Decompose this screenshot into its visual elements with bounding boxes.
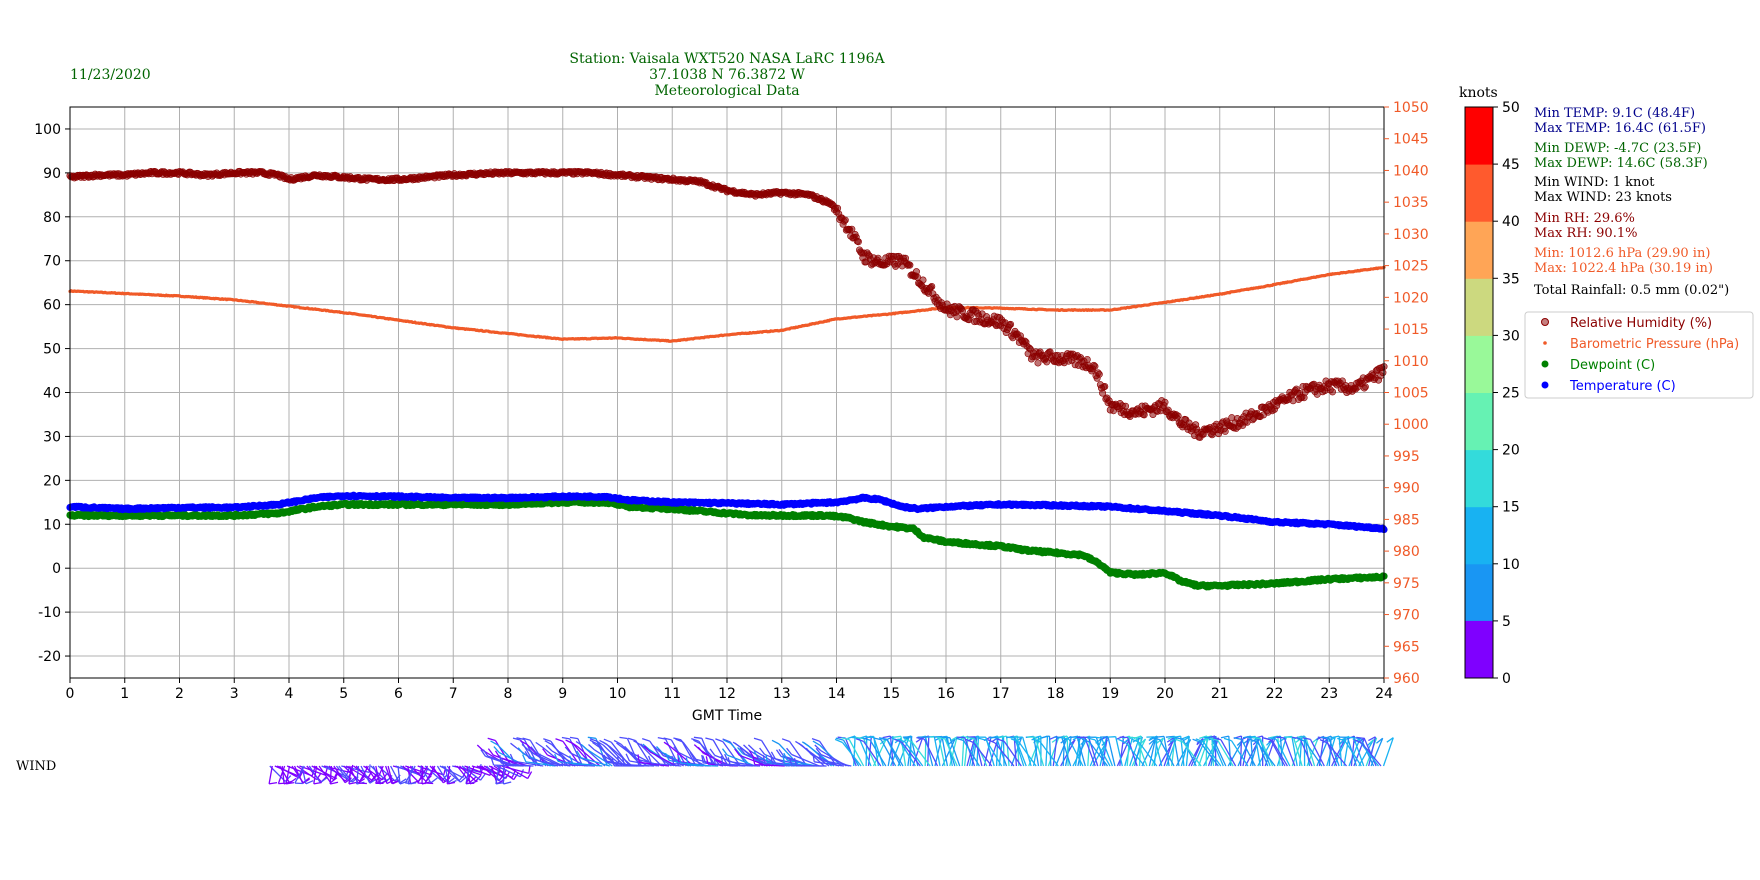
right-tick-label: 965 xyxy=(1393,639,1420,655)
right-tick-label: 960 xyxy=(1393,671,1420,687)
rh-point xyxy=(919,276,927,284)
rh-point xyxy=(1140,411,1148,419)
wind-label: WIND xyxy=(16,759,56,774)
rh-point xyxy=(1101,383,1109,391)
x-axis-label: GMT Time xyxy=(692,708,762,724)
rh-point xyxy=(1161,398,1169,406)
station-title: Station: Vaisala WXT520 NASA LaRC 1196A xyxy=(569,51,885,67)
right-tick-label: 1045 xyxy=(1393,132,1429,148)
rh-point xyxy=(1095,370,1103,378)
rh-point xyxy=(1221,427,1229,435)
right-tick-label: 1040 xyxy=(1393,163,1429,179)
x-tick-label: 4 xyxy=(285,686,294,702)
left-tick-label: 40 xyxy=(43,386,61,402)
rh-point xyxy=(1174,412,1182,420)
x-tick-label: 3 xyxy=(230,686,239,702)
x-tick-label: 24 xyxy=(1375,686,1393,702)
right-tick-label: 980 xyxy=(1393,544,1420,560)
rh-point xyxy=(1329,388,1337,396)
x-tick-label: 22 xyxy=(1266,686,1284,702)
x-tick-label: 11 xyxy=(663,686,681,702)
x-tick-label: 7 xyxy=(449,686,458,702)
pressure-series xyxy=(68,265,1386,343)
x-tick-label: 0 xyxy=(66,686,75,702)
right-tick-label: 995 xyxy=(1393,449,1420,465)
rh-point xyxy=(1379,369,1387,377)
wind-barb-flag xyxy=(268,781,278,785)
left-tick-label: 80 xyxy=(43,210,61,226)
left-tick-label: 70 xyxy=(43,254,61,270)
x-tick-label: 2 xyxy=(175,686,184,702)
wind-barb-flag xyxy=(278,782,287,785)
left-tick-label: 50 xyxy=(43,342,61,358)
x-tick-label: 19 xyxy=(1101,686,1119,702)
x-tick-label: 8 xyxy=(504,686,513,702)
right-tick-label: 1020 xyxy=(1393,290,1429,306)
left-tick-label: 100 xyxy=(34,122,61,138)
right-tick-label: 1000 xyxy=(1393,417,1429,433)
rh-point xyxy=(906,261,914,269)
x-tick-label: 14 xyxy=(828,686,846,702)
station-subtitle: Meteorological Data xyxy=(654,83,799,99)
x-tick-label: 21 xyxy=(1211,686,1229,702)
rh-point xyxy=(854,238,862,246)
left-tick-label: 90 xyxy=(43,166,61,182)
wind-barbs xyxy=(268,735,1394,785)
x-tick-label: 5 xyxy=(339,686,348,702)
x-tick-label: 6 xyxy=(394,686,403,702)
rh-point xyxy=(1083,355,1091,363)
right-tick-label: 985 xyxy=(1393,512,1420,528)
x-tick-label: 23 xyxy=(1320,686,1338,702)
station-coords: 37.1038 N 76.3872 W xyxy=(649,67,805,83)
left-tick-label: 0 xyxy=(52,561,61,577)
rh-point xyxy=(953,313,961,321)
x-tick-label: 15 xyxy=(882,686,900,702)
right-tick-label: 1010 xyxy=(1393,354,1429,370)
rh-point xyxy=(1091,362,1099,370)
x-tick-label: 9 xyxy=(558,686,567,702)
right-tick-label: 990 xyxy=(1393,481,1420,497)
left-tick-label: 10 xyxy=(43,517,61,533)
right-tick-label: 975 xyxy=(1393,576,1420,592)
rh-point xyxy=(1007,320,1015,328)
right-tick-label: 1050 xyxy=(1393,100,1429,116)
x-tick-label: 18 xyxy=(1047,686,1065,702)
date-label: 11/23/2020 xyxy=(70,67,151,83)
x-tick-label: 1 xyxy=(120,686,129,702)
right-tick-label: 1035 xyxy=(1393,195,1429,211)
rh-point xyxy=(1361,383,1369,391)
right-tick-label: 970 xyxy=(1393,608,1420,624)
x-tick-label: 17 xyxy=(992,686,1010,702)
left-tick-label: 30 xyxy=(43,429,61,445)
right-tick-label: 1015 xyxy=(1393,322,1429,338)
x-tick-label: 13 xyxy=(773,686,791,702)
x-tick-label: 20 xyxy=(1156,686,1174,702)
wind-barb xyxy=(268,765,273,785)
rh-point xyxy=(841,216,849,224)
left-tick-label: -10 xyxy=(38,605,61,621)
right-tick-label: 1030 xyxy=(1393,227,1429,243)
rh-point xyxy=(848,225,856,233)
right-tick-label: 1005 xyxy=(1393,386,1429,402)
rh-point xyxy=(1034,359,1042,367)
rh-point xyxy=(958,307,966,315)
rh-point xyxy=(928,282,936,290)
rh-point xyxy=(912,268,920,276)
x-tick-label: 16 xyxy=(937,686,955,702)
x-tick-label: 12 xyxy=(718,686,736,702)
left-tick-label: -20 xyxy=(38,649,61,665)
right-tick-label: 1025 xyxy=(1393,259,1429,275)
rh-series xyxy=(66,167,1388,441)
rh-point xyxy=(1122,402,1130,410)
left-tick-label: 60 xyxy=(43,298,61,314)
left-tick-label: 20 xyxy=(43,473,61,489)
x-tick-label: 10 xyxy=(609,686,627,702)
